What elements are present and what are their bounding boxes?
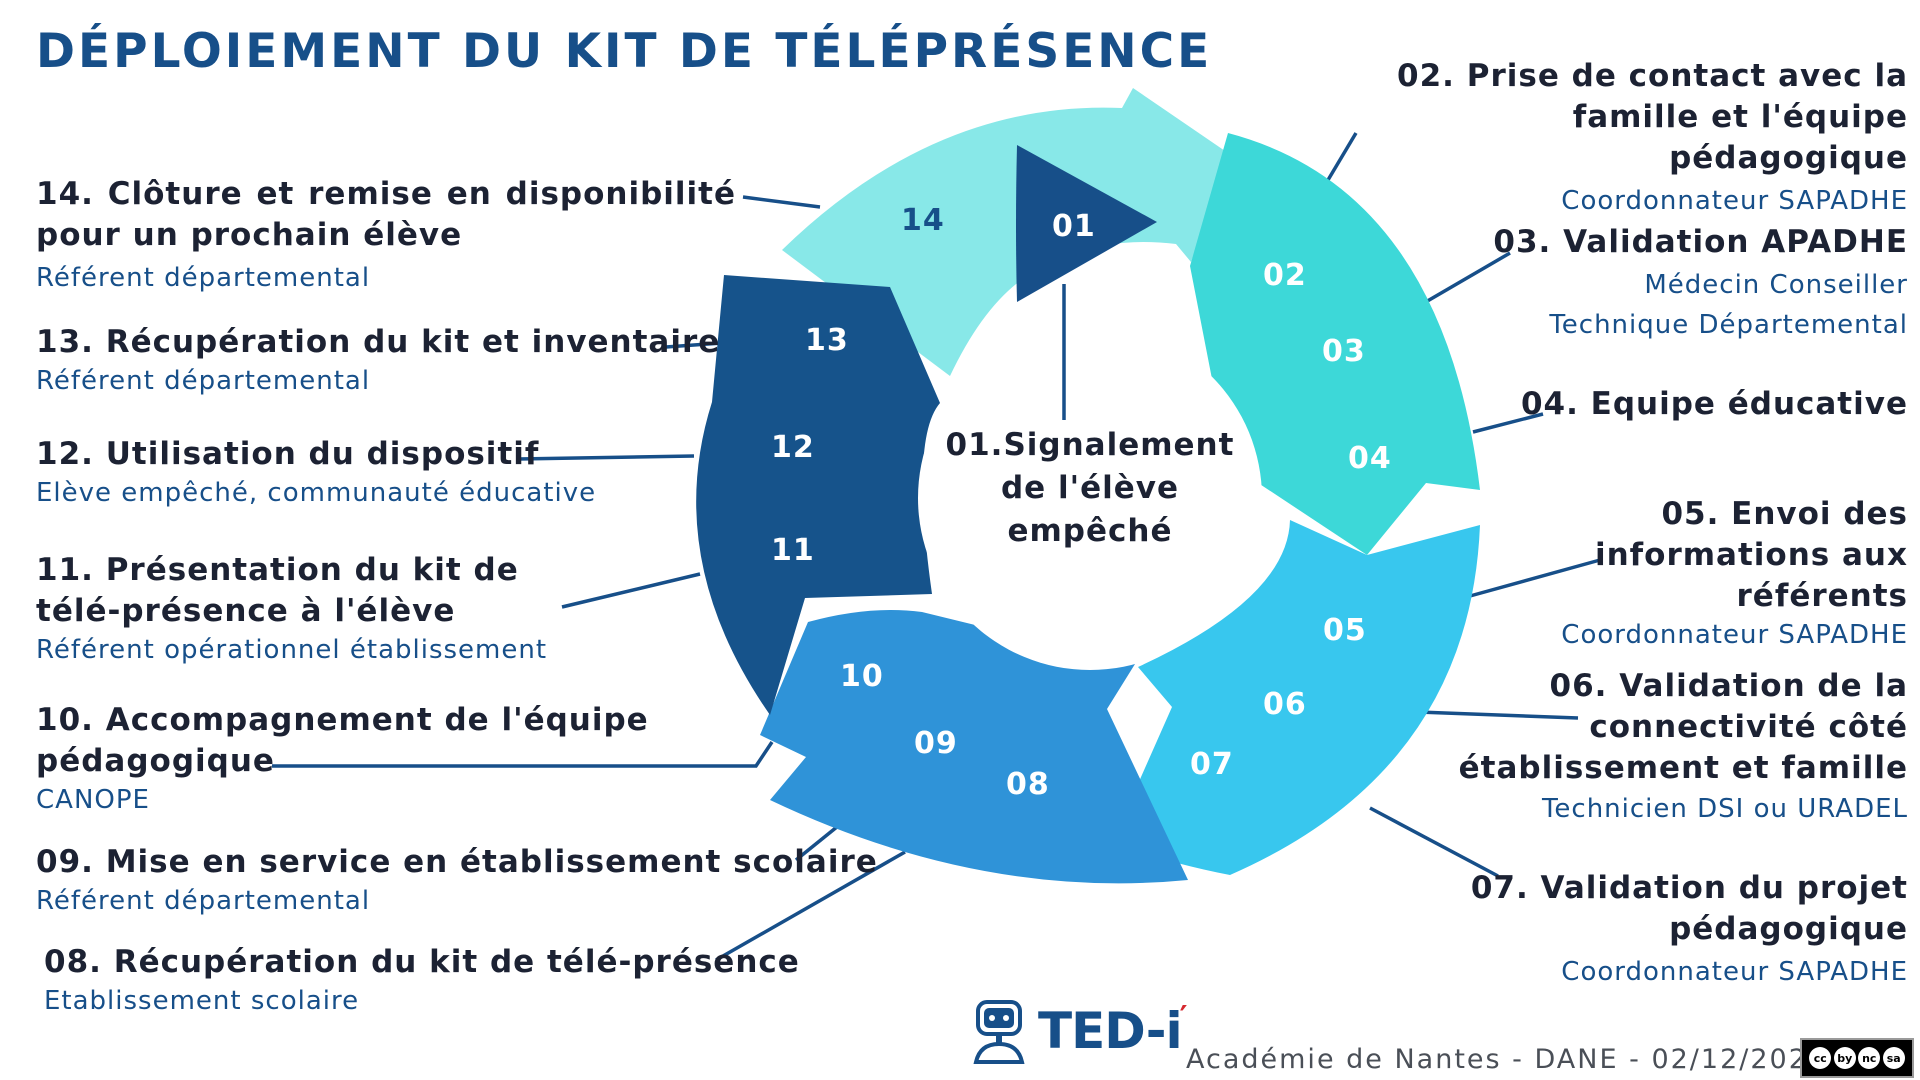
step-06-title-line: établissement et famille: [1458, 750, 1908, 786]
step-02: 02. Prise de contact avec la famille et …: [1348, 56, 1908, 219]
cc-license-badge: cc by nc sa: [1800, 1038, 1914, 1078]
center-circle: [918, 326, 1262, 670]
robot-icon: [973, 1000, 1025, 1064]
center-label: 01.Signalement de l'élève empêché: [940, 424, 1240, 553]
step-08-role: Etablissement scolaire: [44, 986, 360, 1016]
step-07-title-line: pédagogique: [1669, 911, 1908, 947]
step-06-role: Technicien DSI ou URADEL: [1541, 794, 1908, 824]
step-02-role: Coordonnateur SAPADHE: [1561, 186, 1908, 216]
segment-number-08: 08: [1006, 767, 1050, 802]
step-13: 13. Récupération du kit et inventaire Ré…: [36, 322, 720, 399]
step-09-role: Référent départemental: [36, 886, 371, 916]
center-label-line: de l'élève: [1000, 470, 1180, 506]
sa-icon: sa: [1882, 1047, 1905, 1069]
connector-03: [1423, 251, 1511, 305]
segment-05-07: [1114, 520, 1480, 875]
step-12-role: Elève empêché, communauté éducative: [36, 478, 597, 508]
step-07-role: Coordonnateur SAPADHE: [1561, 957, 1908, 987]
segment-number-02: 02: [1263, 258, 1307, 293]
step-14: 14. Clôture et remise en disponibilité p…: [36, 174, 736, 296]
cc-icon: cc: [1809, 1047, 1832, 1069]
step-13-title: 13. Récupération du kit et inventaire: [36, 324, 721, 360]
connector-13: [665, 341, 723, 349]
segment-number-06: 06: [1263, 687, 1307, 722]
connector-12: [517, 454, 695, 461]
step-11-title-line: télé-présence à l'élève: [36, 593, 456, 629]
step-12-title: 12. Utilisation du dispositif: [36, 436, 540, 472]
segment-number-07: 07: [1190, 747, 1234, 782]
step-10-title-line: 10. Accompagnement de l'équipe: [36, 702, 649, 738]
connector-05: [1469, 558, 1601, 598]
segment-number-05: 05: [1323, 613, 1367, 648]
step-04: 04. Equipe éducative: [1508, 384, 1908, 425]
step-07-title-line: 07. Validation du projet: [1470, 870, 1908, 906]
step-12: 12. Utilisation du dispositif Elève empê…: [36, 434, 596, 511]
step-13-role: Référent départemental: [36, 366, 371, 396]
step-08-title: 08. Récupération du kit de télé-présence: [44, 944, 800, 980]
nc-icon: nc: [1858, 1047, 1881, 1069]
step-05-title-line: référents: [1736, 578, 1908, 614]
step-10-role: CANOPE: [36, 785, 150, 815]
segment-08-10: [760, 609, 1188, 884]
footer-credit: Académie de Nantes - DANE - 02/12/2021: [1186, 1044, 1828, 1075]
by-icon: by: [1833, 1047, 1856, 1069]
connector-06: [1417, 710, 1579, 720]
step-09-title: 09. Mise en service en établissement sco…: [36, 844, 878, 880]
step-05-title-line: informations aux: [1594, 537, 1908, 573]
segment-number-13: 13: [805, 323, 849, 358]
segment-number-01: 01: [1052, 209, 1096, 244]
logo-accent-icon: ′: [1179, 999, 1188, 1035]
connector-04: [1472, 412, 1544, 434]
step-03-role-line: Médecin Conseiller: [1644, 270, 1908, 300]
segment-11-13: [696, 275, 940, 715]
step-05: 05. Envoi des informations aux référents…: [1448, 494, 1908, 653]
step-06: 06. Validation de la connectivité côté é…: [1448, 666, 1908, 827]
connector-11: [561, 572, 701, 609]
step-04-title: 04. Equipe éducative: [1520, 386, 1908, 422]
step-14-title: 14. Clôture et remise en disponibilité p…: [36, 176, 736, 253]
step-10-title-line: pédagogique: [36, 743, 275, 779]
segment-number-09: 09: [914, 726, 958, 761]
segment-number-04: 04: [1348, 441, 1392, 476]
step-11-role: Référent opérationnel établissement: [36, 635, 548, 665]
step-14-role: Référent départemental: [36, 263, 371, 293]
step-03-title: 03. Validation APADHE: [1493, 224, 1908, 260]
center-label-line: empêché: [1007, 513, 1173, 549]
segment-number-12: 12: [771, 430, 815, 465]
step-03: 03. Validation APADHE Médecin Conseiller…: [1448, 222, 1908, 343]
page-title: DÉPLOIEMENT DU KIT DE TÉLÉPRÉSENCE: [36, 24, 1213, 79]
step-06-title-line: connectivité côté: [1589, 709, 1908, 745]
step-08: 08. Récupération du kit de télé-présence…: [44, 942, 800, 1019]
segment-number-11: 11: [771, 533, 815, 568]
step-07: 07. Validation du projet pédagogique Coo…: [1448, 868, 1908, 990]
step-11-title-line: 11. Présentation du kit de: [36, 552, 519, 588]
step-10: 10. Accompagnement de l'équipe pédagogiq…: [36, 700, 649, 818]
connector-08: [715, 850, 906, 962]
step-05-role: Coordonnateur SAPADHE: [1561, 620, 1908, 650]
step-02-title: 02. Prise de contact avec la famille et …: [1397, 58, 1908, 176]
logo-text: TED-i: [1038, 1002, 1183, 1060]
segment-number-10: 10: [840, 659, 884, 694]
step-09: 09. Mise en service en établissement sco…: [36, 842, 878, 919]
play-icon: [1016, 145, 1157, 302]
connector-14: [742, 195, 821, 209]
tedi-logo: TED-i ′: [970, 996, 1188, 1066]
segment-number-03: 03: [1322, 334, 1366, 369]
step-06-title-line: 06. Validation de la: [1549, 668, 1908, 704]
center-label-line: 01.Signalement: [945, 427, 1235, 463]
connector-02: [1326, 132, 1358, 181]
step-05-title-line: 05. Envoi des: [1661, 496, 1908, 532]
step-03-role-line: Technique Départemental: [1549, 310, 1908, 340]
connector-07: [1369, 806, 1499, 878]
step-11: 11. Présentation du kit de télé-présence…: [36, 550, 547, 668]
connector-lines: [272, 132, 1601, 962]
connector-10: [272, 741, 774, 768]
segment-number-14: 14: [901, 203, 945, 238]
